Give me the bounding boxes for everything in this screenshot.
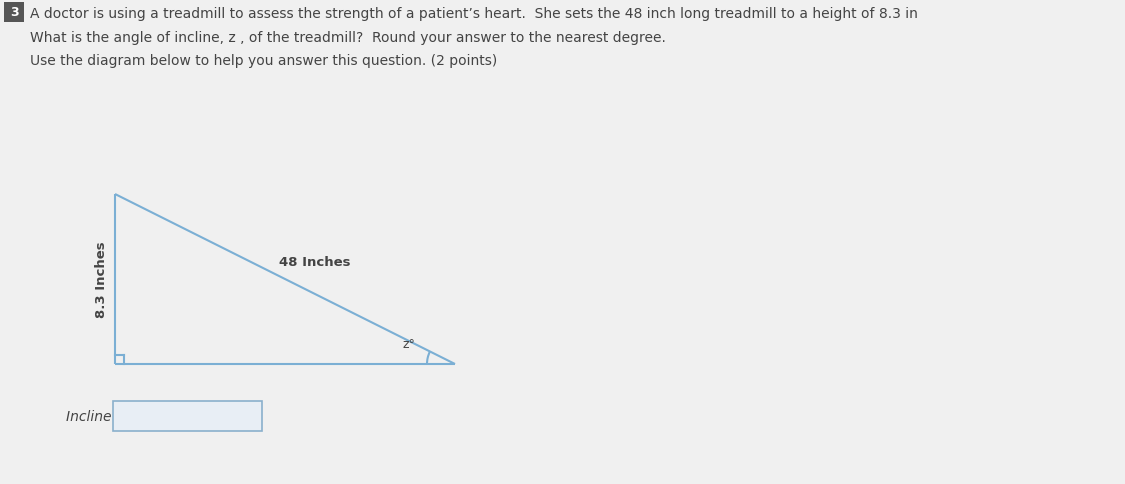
Text: Incline =: Incline = — [66, 409, 127, 423]
Text: z°: z° — [403, 338, 415, 351]
Text: Use the diagram below to help you answer this question. (2 points): Use the diagram below to help you answer… — [30, 54, 497, 68]
Text: What is the angle of incline, z , of the treadmill?  Round your answer to the ne: What is the angle of incline, z , of the… — [30, 31, 666, 45]
Text: 3: 3 — [10, 6, 18, 19]
FancyBboxPatch shape — [112, 401, 262, 431]
Text: 48 Inches: 48 Inches — [279, 255, 351, 268]
Text: 8.3 Inches: 8.3 Inches — [94, 241, 108, 318]
Text: A doctor is using a treadmill to assess the strength of a patient’s heart.  She : A doctor is using a treadmill to assess … — [30, 7, 918, 21]
FancyBboxPatch shape — [4, 3, 24, 23]
